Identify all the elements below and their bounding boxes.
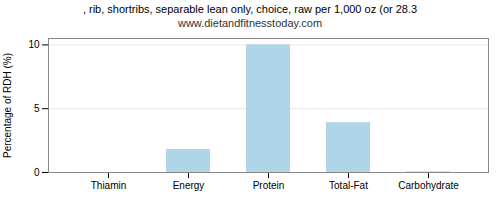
- svg-text:Thiamin: Thiamin: [91, 180, 127, 191]
- svg-text:0: 0: [34, 167, 40, 178]
- svg-text:5: 5: [34, 103, 40, 114]
- html-text:www.dietandfitnesstoday.com: www.dietandfitnesstoday.com: [178, 17, 322, 29]
- svg-text:Energy: Energy: [173, 180, 205, 191]
- svg-text:Carbohydrate: Carbohydrate: [398, 180, 459, 191]
- html-text:, rib, shortribs, separable le: , rib, shortribs, separable lean only, c…: [82, 3, 418, 15]
- svg-text:Percentage of RDH (%): Percentage of RDH (%): [2, 53, 13, 158]
- svg-text:Protein: Protein: [253, 180, 285, 191]
- svg-text:10: 10: [28, 39, 40, 50]
- svg-text:Total-Fat: Total-Fat: [329, 180, 368, 191]
